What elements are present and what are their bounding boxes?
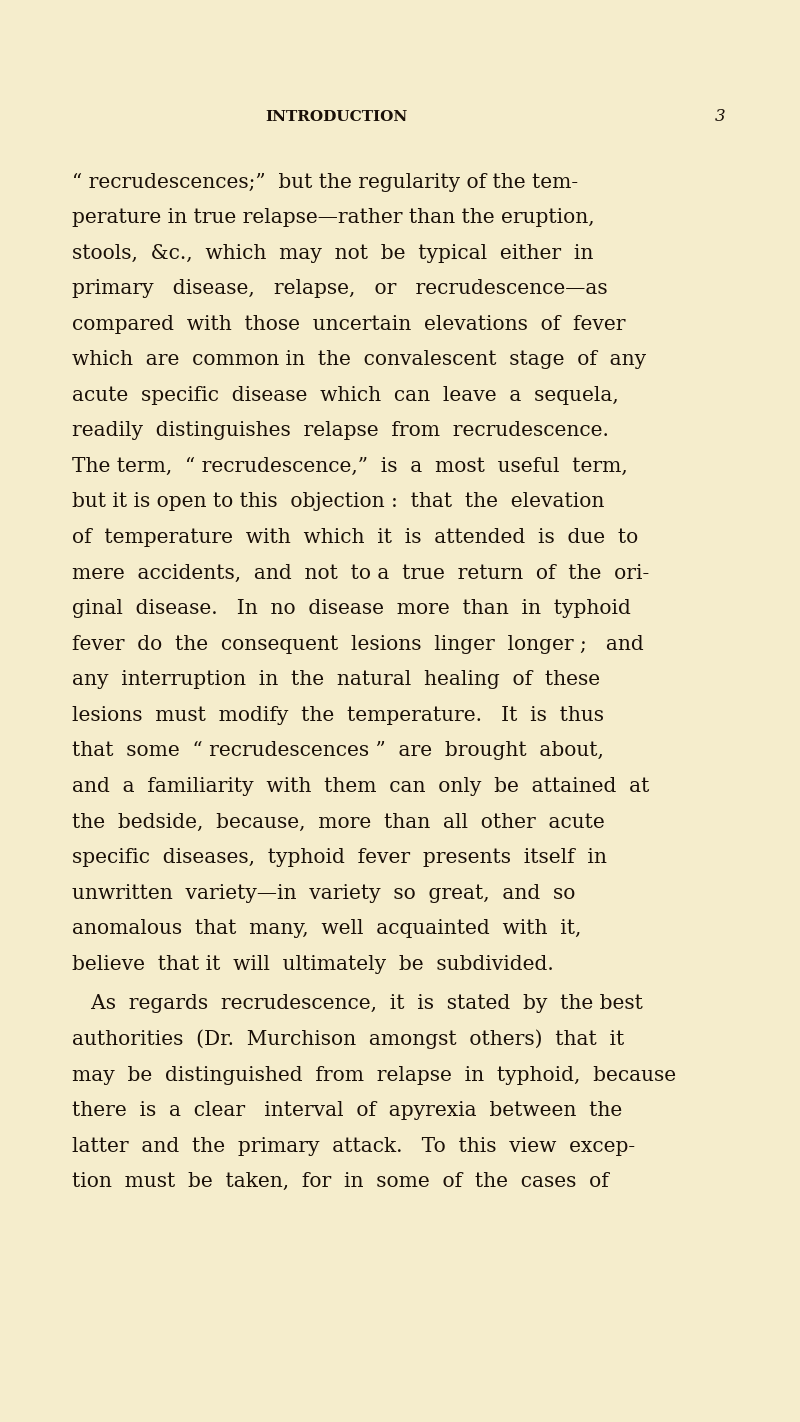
- Text: As  regards  recrudescence,  it  is  stated  by  the best: As regards recrudescence, it is stated b…: [72, 994, 643, 1014]
- Text: the  bedside,  because,  more  than  all  other  acute: the bedside, because, more than all othe…: [72, 812, 605, 832]
- Text: “ recrudescences;”  but the regularity of the tem-: “ recrudescences;” but the regularity of…: [72, 172, 578, 192]
- Text: ginal  disease.   In  no  disease  more  than  in  typhoid: ginal disease. In no disease more than i…: [72, 599, 631, 619]
- Text: acute  specific  disease  which  can  leave  a  sequela,: acute specific disease which can leave a…: [72, 385, 618, 405]
- Text: any  interruption  in  the  natural  healing  of  these: any interruption in the natural healing …: [72, 670, 600, 690]
- Text: and  a  familiarity  with  them  can  only  be  attained  at: and a familiarity with them can only be …: [72, 776, 650, 796]
- Text: INTRODUCTION: INTRODUCTION: [265, 109, 407, 124]
- Text: which  are  common in  the  convalescent  stage  of  any: which are common in the convalescent sta…: [72, 350, 646, 370]
- Text: tion  must  be  taken,  for  in  some  of  the  cases  of: tion must be taken, for in some of the c…: [72, 1172, 609, 1192]
- Text: anomalous  that  many,  well  acquainted  with  it,: anomalous that many, well acquainted wit…: [72, 919, 582, 939]
- Text: may  be  distinguished  from  relapse  in  typhoid,  because: may be distinguished from relapse in typ…: [72, 1065, 676, 1085]
- Text: there  is  a  clear   interval  of  apyrexia  between  the: there is a clear interval of apyrexia be…: [72, 1101, 622, 1121]
- Text: latter  and  the  primary  attack.   To  this  view  excep-: latter and the primary attack. To this v…: [72, 1136, 635, 1156]
- Text: that  some  “ recrudescences ”  are  brought  about,: that some “ recrudescences ” are brought…: [72, 741, 604, 761]
- Text: believe  that it  will  ultimately  be  subdivided.: believe that it will ultimately be subdi…: [72, 954, 554, 974]
- Text: specific  diseases,  typhoid  fever  presents  itself  in: specific diseases, typhoid fever present…: [72, 848, 607, 867]
- Text: mere  accidents,  and  not  to a  true  return  of  the  ori-: mere accidents, and not to a true return…: [72, 563, 650, 583]
- Text: of  temperature  with  which  it  is  attended  is  due  to: of temperature with which it is attended…: [72, 528, 638, 547]
- Text: lesions  must  modify  the  temperature.   It  is  thus: lesions must modify the temperature. It …: [72, 705, 604, 725]
- Text: perature in true relapse—rather than the eruption,: perature in true relapse—rather than the…: [72, 208, 594, 228]
- Text: stools,  &c.,  which  may  not  be  typical  either  in: stools, &c., which may not be typical ei…: [72, 243, 594, 263]
- Text: unwritten  variety—in  variety  so  great,  and  so: unwritten variety—in variety so great, a…: [72, 883, 575, 903]
- Text: primary   disease,   relapse,   or   recrudescence—as: primary disease, relapse, or recrudescen…: [72, 279, 608, 299]
- Text: readily  distinguishes  relapse  from  recrudescence.: readily distinguishes relapse from recru…: [72, 421, 609, 441]
- Text: 3: 3: [714, 108, 726, 125]
- Text: but it is open to this  objection :  that  the  elevation: but it is open to this objection : that …: [72, 492, 604, 512]
- Text: fever  do  the  consequent  lesions  linger  longer ;   and: fever do the consequent lesions linger l…: [72, 634, 644, 654]
- Text: compared  with  those  uncertain  elevations  of  fever: compared with those uncertain elevations…: [72, 314, 626, 334]
- Text: authorities  (Dr.  Murchison  amongst  others)  that  it: authorities (Dr. Murchison amongst other…: [72, 1030, 624, 1049]
- Text: The term,  “ recrudescence,”  is  a  most  useful  term,: The term, “ recrudescence,” is a most us…: [72, 456, 628, 476]
